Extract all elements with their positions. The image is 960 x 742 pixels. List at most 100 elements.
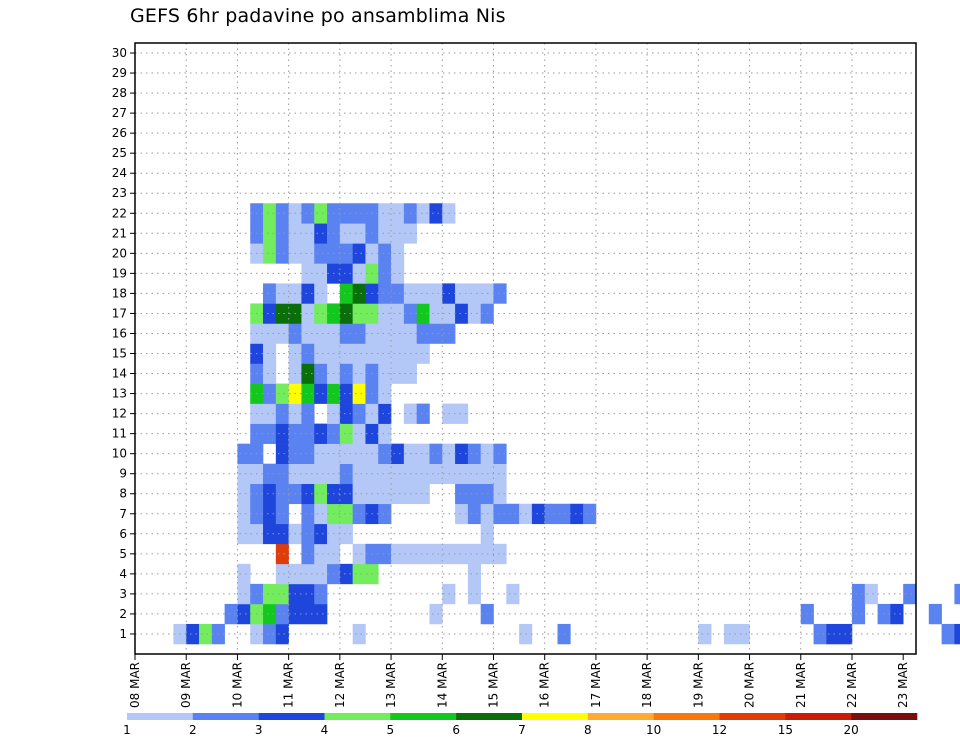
heatmap-cell [378,343,392,364]
grid-lines [135,43,916,654]
heatmap-cell [339,443,353,464]
heatmap-cell [314,563,328,585]
heatmap-cell [429,543,443,565]
y-tick-label: 6 [119,527,127,541]
heatmap-cell [851,603,866,625]
heatmap-cell [314,503,328,525]
heatmap-cell [314,523,328,545]
heatmap-cell [352,363,366,384]
heatmap-cell [544,503,558,525]
heatmap-cell [391,483,405,505]
heatmap-cell [275,583,289,605]
heatmap-cell [352,383,366,404]
heatmap-cell [941,623,955,645]
heatmap-cell [890,603,904,625]
heatmap-cell [339,223,353,244]
colorbar-segment [456,713,523,720]
colorbar-segment [127,713,194,720]
colorbar-label: 12 [712,723,727,737]
heatmap-cell [263,463,277,485]
heatmap-cell [352,223,366,244]
heatmap-cell [301,343,315,364]
y-tick-label: 29 [112,66,127,80]
y-tick-label: 13 [112,387,127,401]
colorbar-label: 7 [518,723,526,737]
heatmap-cell [352,503,366,525]
colorbar-label: 1 [123,723,131,737]
heatmap-cell [455,403,469,424]
x-tick-label: 08 MAR [128,662,142,708]
heatmap-cell [493,503,507,525]
heatmap-cell [263,203,277,224]
chart-title: GEFS 6hr padavine po ansamblima Nis [130,5,506,27]
heatmap-cell [237,443,251,464]
colorbar-label: 5 [387,723,395,737]
heatmap-cell [416,283,430,304]
heatmap-cell [416,323,430,344]
heatmap-cell [378,223,392,244]
heatmap-cell [301,483,315,505]
heatmap-cell [275,283,289,304]
heatmap-cell [391,363,405,384]
heatmap-cell [275,503,289,525]
heatmap-cell [339,243,353,264]
heatmap-cell [263,583,277,605]
heatmap-cell [903,583,917,605]
heatmap-cell [314,603,328,625]
y-tick-label: 3 [119,587,127,601]
heatmap-cell [314,363,328,384]
x-tick-label: 09 MAR [179,662,193,708]
heatmap-cell [314,223,328,244]
heatmap-cell [339,503,353,525]
heatmap-cell [352,623,366,645]
y-tick-label: 2 [119,607,127,621]
heatmap-cell [352,263,366,284]
heatmap-cell [339,483,353,505]
heatmap-cell [301,323,315,344]
heatmap-cell [263,423,277,444]
heatmap-cell [301,223,315,244]
heatmap-cell [301,563,315,585]
heatmap-cell [301,203,315,224]
x-tick-label: 16 MAR [538,662,552,708]
heatmap-cell [301,403,315,424]
heatmap-cell [314,283,328,304]
heatmap-cell [339,343,353,364]
heatmap-cell [455,463,469,485]
heatmap-cell [455,503,469,525]
heatmap-cell [339,423,353,444]
heatmap-cell [391,243,405,264]
heatmap-cell [506,583,520,605]
heatmap-cell [416,403,430,424]
heatmap-cell [314,543,328,565]
y-tick-label: 16 [112,326,127,340]
heatmap-cell [275,403,289,424]
heatmap-cell [275,463,289,485]
heatmap-cell [237,503,251,525]
heatmap-cell [275,483,289,505]
colorbar-segment [719,713,786,720]
heatmap-cell [352,563,366,585]
x-axis: 08 MAR 09 MAR 10 MAR 11 MAR 12 MAR 13 MAR 14 M… [128,654,910,708]
y-tick-label: 27 [112,106,127,120]
heatmap-cell [391,303,405,324]
x-tick-label: 21 MAR [794,662,808,708]
heatmap-cell [378,263,392,284]
colorbar-label: 10 [646,723,661,737]
colorbar-segment [851,713,918,720]
heatmap-cell [378,243,392,264]
y-tick-label: 4 [119,567,127,581]
y-tick-label: 17 [112,306,127,320]
heatmap-cell [455,303,469,324]
heatmap-cell [263,283,277,304]
colorbar-label: 6 [452,723,460,737]
y-axis: 1234567891011121314151617181920212223242… [112,46,135,641]
heatmap-cell [467,283,481,304]
heatmap-cell [467,443,481,464]
heatmap-cells [173,203,960,645]
heatmap-cell [275,423,289,444]
heatmap-cell [301,583,315,605]
colorbar-label: 4 [321,723,329,737]
y-tick-label: 1 [119,627,127,641]
heatmap-cell [467,463,481,485]
